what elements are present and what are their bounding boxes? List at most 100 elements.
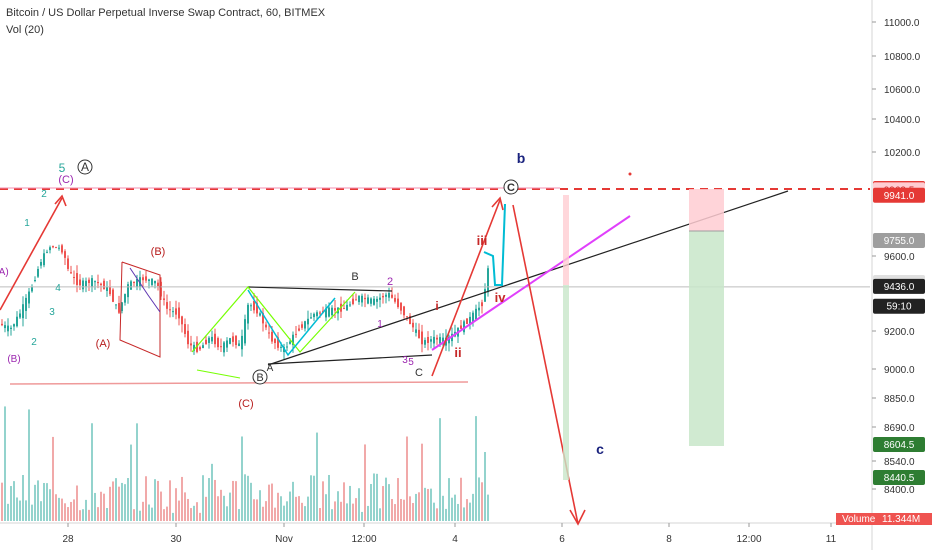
- volume-bar: [25, 500, 27, 521]
- volume-bar: [40, 501, 42, 521]
- candle-body: [199, 347, 201, 350]
- candle-body: [379, 297, 381, 300]
- candle-body: [151, 278, 153, 285]
- wave-label: (C): [58, 174, 73, 186]
- candle-body: [397, 298, 399, 308]
- candle-body: [16, 316, 18, 327]
- candle-body: [481, 302, 483, 307]
- chart-title: Bitcoin / US Dollar Perpetual Inverse Sw…: [6, 7, 326, 19]
- candle-body: [34, 279, 36, 281]
- risk-box: [689, 189, 724, 231]
- candle-body: [382, 295, 384, 298]
- volume-bar: [421, 443, 423, 521]
- price-tag-bg: [873, 437, 925, 452]
- y-tick-label: 10600.0: [884, 85, 921, 96]
- red-arrow-up: [431, 199, 501, 377]
- volume-bar: [298, 496, 300, 521]
- volume-bar: [46, 483, 48, 521]
- volume-bar: [220, 489, 222, 521]
- candle-body: [85, 280, 87, 287]
- candle-body: [109, 287, 111, 295]
- volume-bar: [397, 478, 399, 521]
- candle-body: [82, 280, 84, 290]
- x-tick-label: 28: [62, 534, 74, 545]
- volume-bar: [154, 479, 156, 521]
- y-tick-label: 11000.0: [884, 18, 920, 29]
- volume-bar: [61, 498, 63, 521]
- x-tick-label: 30: [170, 534, 182, 545]
- candle-body: [316, 312, 318, 317]
- candle-body: [73, 277, 75, 279]
- volume-indicator-label[interactable]: Vol (20): [6, 24, 44, 36]
- x-tick-label: 6: [559, 534, 565, 545]
- wave-label: c: [596, 441, 604, 457]
- volume-bar: [358, 488, 360, 521]
- volume-bar: [427, 488, 429, 521]
- candle-body: [469, 316, 471, 325]
- y-tick-label: 8850.0: [884, 394, 915, 405]
- y-tick-label: 8690.0: [884, 423, 915, 434]
- candle-body: [61, 245, 63, 253]
- volume-bar: [250, 482, 252, 521]
- price-tag-bg: [873, 187, 925, 203]
- volume-bar: [418, 492, 420, 521]
- candle-body: [361, 295, 363, 303]
- volume-bar: [385, 477, 387, 521]
- price-tag-bg: [873, 298, 925, 314]
- candle-body: [211, 336, 213, 342]
- candle-body: [154, 280, 156, 284]
- candle-body: [205, 339, 207, 345]
- candle-body: [370, 298, 372, 304]
- volume-bar: [484, 452, 486, 521]
- candle-body: [91, 278, 93, 288]
- candle-body: [334, 308, 336, 311]
- volume-bar: [214, 479, 216, 521]
- candle-body: [436, 337, 438, 340]
- volume-bar: [43, 482, 45, 521]
- volume-bar: [286, 501, 288, 521]
- volume-bar: [295, 496, 297, 521]
- volume-bar: [22, 475, 24, 521]
- red-wave-box: [119, 261, 161, 358]
- candle-body: [274, 338, 276, 344]
- wave-label: B: [256, 372, 263, 384]
- candle-body: [52, 246, 54, 248]
- candle-body: [241, 335, 243, 350]
- volume-bar: [361, 511, 363, 521]
- candle-body: [79, 279, 81, 286]
- wave-label: ii: [454, 345, 461, 360]
- price-tag-bg: [873, 470, 925, 485]
- wave-label: 1: [377, 319, 383, 330]
- volume-bar: [76, 485, 78, 521]
- candle-body: [472, 312, 474, 323]
- volume-bar: [139, 510, 141, 521]
- volume-bar: [310, 475, 312, 521]
- volume-bar: [64, 503, 66, 521]
- volume-bar: [307, 496, 309, 521]
- volume-bar: [340, 501, 342, 521]
- volume-bar: [277, 492, 279, 521]
- wave-label: 2: [387, 276, 393, 288]
- candle-body: [64, 251, 66, 258]
- candle-body: [130, 281, 132, 290]
- volume-bar: [127, 478, 129, 521]
- volume-bar: [463, 507, 465, 521]
- volume-bar: [34, 484, 36, 521]
- risk-box-small: [563, 195, 569, 285]
- candle-body: [331, 307, 333, 316]
- candle-body: [253, 300, 255, 311]
- candle-body: [460, 325, 462, 329]
- candle-body: [193, 344, 195, 351]
- volume-bar: [460, 477, 462, 521]
- volume-bar: [118, 486, 120, 521]
- candle-body: [157, 282, 159, 287]
- volume-bar: [163, 509, 165, 521]
- volume-bar: [319, 508, 321, 521]
- volume-bar: [481, 482, 483, 521]
- volume-bar: [487, 494, 489, 521]
- candle-body: [67, 258, 69, 269]
- price-tag-bg: [873, 233, 925, 248]
- volume-bar: [97, 507, 99, 521]
